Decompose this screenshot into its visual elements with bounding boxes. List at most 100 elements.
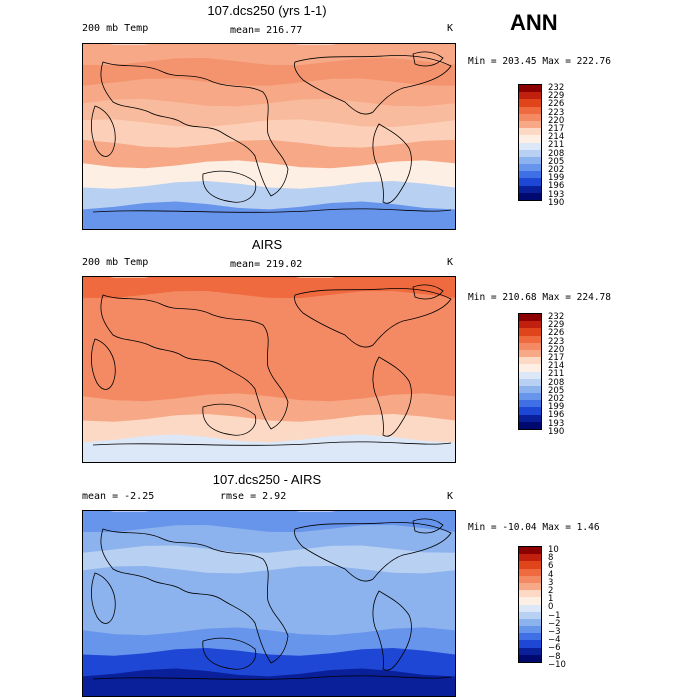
colorbar-tick-label: 214 xyxy=(548,361,565,372)
colorbar-tick-label: −6 xyxy=(548,643,561,654)
colorbar-swatch xyxy=(519,654,541,662)
panel1-field xyxy=(83,44,455,229)
colorbar-tick-label: 226 xyxy=(548,99,565,110)
panel1-coastlines xyxy=(91,51,452,213)
colorbar-tick-label: 0 xyxy=(548,602,554,613)
panel3-title: 107.dcs250 - AIRS xyxy=(212,472,322,487)
colorbar-swatch xyxy=(519,611,541,619)
field-band xyxy=(83,139,455,172)
colorbar-swatch xyxy=(519,371,541,379)
colorbar-tick-label: 2 xyxy=(548,586,554,597)
colorbar-swatch xyxy=(519,314,541,322)
panel2-title: AIRS xyxy=(251,237,283,252)
colorbar-tick-label: 217 xyxy=(548,124,565,135)
panel3-rmse-label: rmse = 2.92 xyxy=(220,491,287,502)
colorbar-swatch xyxy=(519,185,541,193)
colorbar-tick-label: 205 xyxy=(548,385,565,396)
panel1-colorbar-labels: 232 229 226 223 220 217 214 211 208 205 202 199 196 1… xyxy=(548,84,565,208)
panel3-colorbar-labels: 10 8 6 4 3 2 1 0 −1 −2 −3 −4 −6 −8 −10 xyxy=(548,546,566,670)
colorbar-swatch xyxy=(519,618,541,627)
colorbar-tick-label: 229 xyxy=(548,320,565,331)
panel2-map xyxy=(82,276,456,463)
colorbar-tick-label: −8 xyxy=(548,651,561,662)
field-band xyxy=(83,586,455,618)
colorbar-swatch xyxy=(519,385,541,394)
colorbar-tick-label: −1 xyxy=(548,610,561,621)
field-band xyxy=(83,311,455,343)
colorbar-swatch xyxy=(519,393,541,401)
colorbar-swatch xyxy=(519,547,541,555)
colorbar-tick-label: 223 xyxy=(548,107,565,118)
colorbar-tick-label: 217 xyxy=(548,353,565,364)
panel1-left-label: 200 mb Temp xyxy=(82,23,149,34)
colorbar-tick-label: 190 xyxy=(548,197,565,208)
field-band xyxy=(83,331,455,364)
panel3-coastlines xyxy=(91,518,452,680)
colorbar-swatch xyxy=(519,604,541,612)
colorbar-swatch xyxy=(519,626,541,634)
panel3-colorbar xyxy=(518,546,542,663)
field-band xyxy=(83,565,455,598)
panel3-minmax: Min = -10.04 Max = 1.46 xyxy=(468,522,600,533)
season-label: ANN xyxy=(510,10,558,35)
colorbar-swatch xyxy=(519,328,541,336)
panel2-map-svg xyxy=(83,277,455,462)
colorbar-swatch xyxy=(519,640,541,648)
colorbar-swatch xyxy=(519,321,541,329)
colorbar-tick-label: 226 xyxy=(548,328,565,339)
colorbar-swatch xyxy=(519,171,541,179)
panel3-map-svg xyxy=(83,511,455,696)
colorbar-swatch xyxy=(519,128,541,136)
colorbar-swatch xyxy=(519,99,541,107)
colorbar-swatch xyxy=(519,349,541,358)
colorbar-tick-label: 3 xyxy=(548,577,554,588)
colorbar-swatch xyxy=(519,178,541,186)
colorbar-swatch xyxy=(519,407,541,415)
colorbar-tick-label: 199 xyxy=(548,402,565,413)
panel2-center-label: mean= 219.02 xyxy=(230,259,303,270)
panel3-unit-label: K xyxy=(447,491,454,502)
colorbar-swatch xyxy=(519,149,541,157)
panel3-mean-label: mean = -2.25 xyxy=(82,491,155,502)
colorbar-tick-label: 220 xyxy=(548,344,565,355)
colorbar-swatch xyxy=(519,342,541,350)
colorbar-tick-label: 208 xyxy=(548,148,565,159)
colorbar-swatch xyxy=(519,357,541,365)
colorbar-swatch xyxy=(519,554,541,562)
colorbar-tick-label: −3 xyxy=(548,627,561,638)
panel2-colorbar xyxy=(518,313,542,430)
panel1-center-label: mean= 216.77 xyxy=(230,25,303,36)
field-band xyxy=(83,545,455,577)
colorbar-swatch xyxy=(519,590,541,598)
colorbar-swatch xyxy=(519,378,541,386)
colorbar-swatch xyxy=(519,400,541,408)
panel1-map-svg xyxy=(83,44,455,229)
panel1-title: 107.dcs250 (yrs 1-1) xyxy=(207,3,327,18)
colorbar-swatch xyxy=(519,120,541,129)
colorbar-swatch xyxy=(519,414,541,422)
colorbar-swatch xyxy=(519,113,541,121)
panel2-field xyxy=(83,277,455,462)
colorbar-tick-label: 202 xyxy=(548,165,565,176)
colorbar-tick-label: 220 xyxy=(548,115,565,126)
colorbar-tick-label: −4 xyxy=(548,635,561,646)
colorbar-tick-label: −10 xyxy=(548,659,566,670)
panel2-left-label: 200 mb Temp xyxy=(82,257,149,268)
colorbar-swatch xyxy=(519,575,541,583)
colorbar-tick-label: 205 xyxy=(548,156,565,167)
colorbar-swatch xyxy=(519,647,541,655)
field-band xyxy=(83,201,455,229)
panel2-unit-label: K xyxy=(447,257,454,268)
panel3-field xyxy=(83,511,455,696)
panel3-map xyxy=(82,510,456,697)
colorbar-tick-label: 190 xyxy=(548,426,565,437)
colorbar-swatch xyxy=(519,192,541,200)
colorbar-swatch xyxy=(519,164,541,172)
colorbar-swatch xyxy=(519,142,541,150)
colorbar-tick-label: 199 xyxy=(548,173,565,184)
panel1-map xyxy=(82,43,456,230)
colorbar-swatch xyxy=(519,85,541,93)
colorbar-tick-label: −2 xyxy=(548,618,561,629)
colorbar-tick-label: 214 xyxy=(548,132,565,143)
panel1-minmax: Min = 203.45 Max = 222.76 xyxy=(468,56,611,67)
